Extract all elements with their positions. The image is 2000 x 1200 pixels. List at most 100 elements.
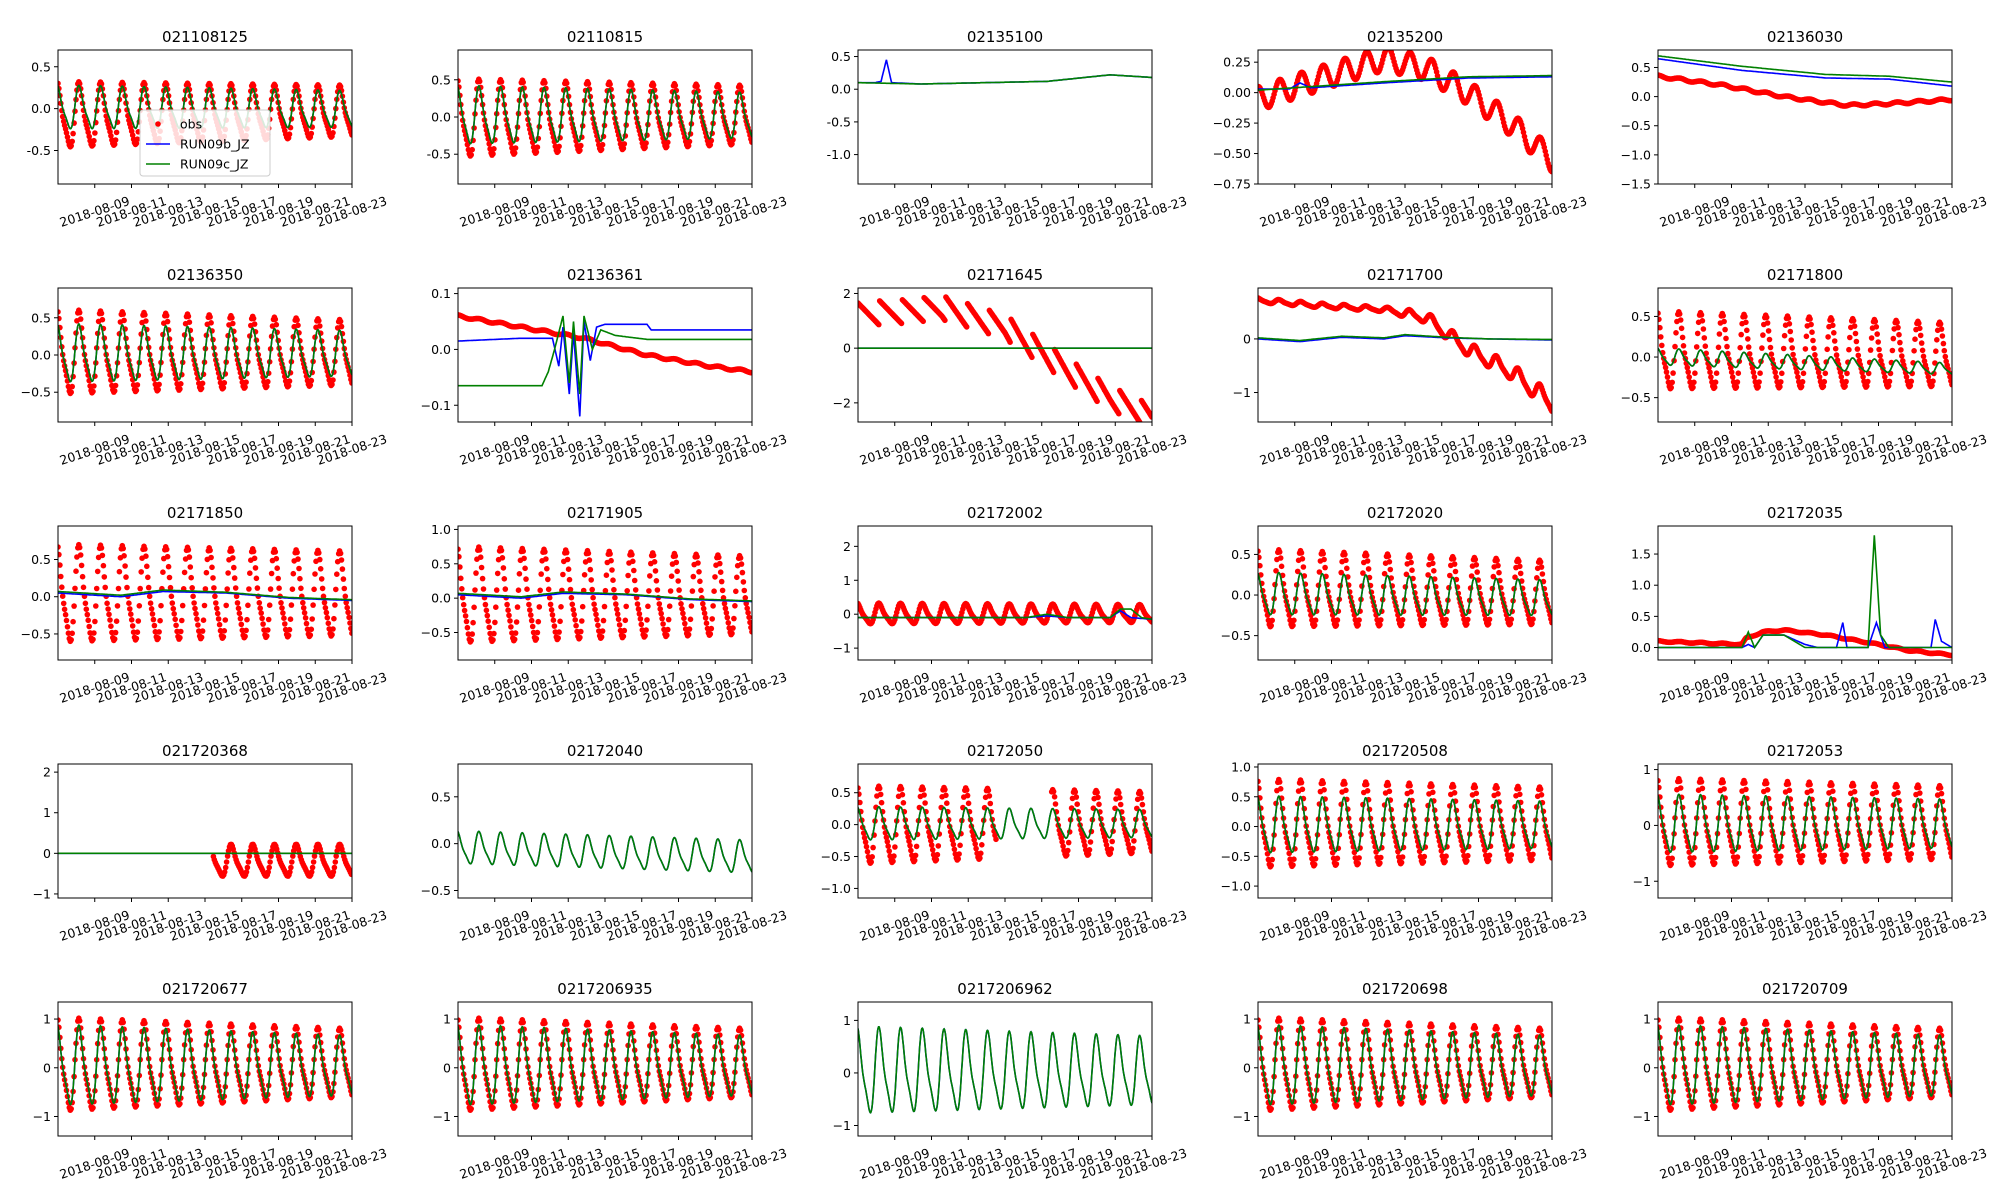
obs-point bbox=[716, 83, 722, 90]
obs-point bbox=[82, 600, 89, 607]
obs-point bbox=[76, 544, 83, 551]
obs-point bbox=[598, 634, 605, 640]
obs-point bbox=[309, 616, 316, 622]
obs-point bbox=[657, 606, 663, 612]
axes-frame bbox=[1257, 287, 1553, 423]
run09c-line bbox=[1258, 571, 1552, 617]
obs-point bbox=[1334, 617, 1341, 623]
obs-point bbox=[1934, 337, 1940, 343]
obs-point bbox=[672, 82, 679, 89]
obs-point bbox=[514, 604, 521, 610]
obs-point bbox=[232, 585, 239, 591]
plot-area bbox=[1258, 295, 1552, 414]
obs-point bbox=[257, 605, 264, 611]
obs-point bbox=[213, 600, 219, 606]
obs-point bbox=[1889, 347, 1896, 354]
obs-point bbox=[478, 564, 485, 571]
run09c-line bbox=[1658, 347, 1952, 375]
y-tick-label: −0.25 bbox=[1213, 116, 1251, 131]
obs-point bbox=[265, 869, 272, 875]
obs-point bbox=[307, 632, 314, 638]
obs-point bbox=[1755, 384, 1761, 390]
obs-point bbox=[1278, 563, 1285, 570]
obs-point bbox=[570, 606, 577, 613]
obs-point bbox=[155, 386, 161, 393]
obs-point bbox=[1258, 548, 1261, 554]
obs-point bbox=[221, 869, 228, 875]
obs-point bbox=[1708, 374, 1714, 380]
obs-point bbox=[1338, 569, 1344, 576]
panel-title: 021108125 bbox=[162, 28, 248, 46]
obs-point bbox=[91, 137, 97, 144]
x-tick-label: 2018-08-23 bbox=[715, 193, 789, 230]
obs-point bbox=[316, 550, 322, 556]
obs-point bbox=[318, 576, 325, 582]
obs-point bbox=[126, 600, 132, 606]
obs-point bbox=[546, 594, 553, 601]
obs-point bbox=[722, 605, 729, 612]
y-tick-label: 2 bbox=[43, 765, 51, 780]
obs-point bbox=[234, 600, 241, 606]
obs-point bbox=[651, 559, 658, 565]
y-tick-label: 0.0 bbox=[1231, 588, 1251, 603]
y-tick-label: 0.00 bbox=[1223, 85, 1251, 100]
obs-point bbox=[58, 573, 64, 580]
obs-point bbox=[620, 633, 627, 640]
y-tick-label: 0 bbox=[43, 846, 51, 861]
obs-point bbox=[64, 134, 71, 140]
obs-point bbox=[707, 631, 714, 637]
obs-point bbox=[127, 606, 133, 612]
obs-point bbox=[1407, 554, 1413, 560]
plot-area bbox=[1258, 50, 1552, 175]
obs-point bbox=[721, 600, 728, 607]
obs-point bbox=[76, 309, 83, 316]
obs-point bbox=[331, 615, 337, 622]
obs-point bbox=[69, 630, 75, 637]
obs-point bbox=[79, 573, 86, 580]
panel-title: 02136350 bbox=[167, 266, 243, 284]
obs-point bbox=[157, 617, 163, 624]
obs-point bbox=[675, 578, 681, 584]
obs-point bbox=[334, 571, 340, 577]
obs-point bbox=[170, 605, 177, 612]
axes-frame bbox=[57, 287, 353, 423]
obs-point bbox=[275, 575, 282, 582]
obs-point bbox=[70, 618, 76, 625]
obs-point bbox=[1408, 559, 1414, 566]
y-tick-label: −1.5 bbox=[1621, 177, 1651, 192]
obs-point bbox=[86, 133, 92, 140]
obs-point bbox=[471, 604, 477, 611]
obs-point bbox=[462, 613, 469, 619]
obs-point bbox=[598, 146, 605, 153]
obs-point bbox=[173, 622, 179, 629]
y-tick-label: 0.0 bbox=[1631, 350, 1651, 365]
obs-point bbox=[1707, 369, 1713, 376]
axes-frame bbox=[857, 287, 1153, 423]
obs-point bbox=[285, 383, 292, 389]
obs-point bbox=[537, 587, 543, 594]
obs-point bbox=[224, 853, 231, 859]
obs-point bbox=[242, 633, 248, 640]
obs-point bbox=[1778, 379, 1784, 385]
y-tick-label: −1 bbox=[33, 886, 51, 901]
obs-point bbox=[172, 616, 178, 623]
obs-point bbox=[349, 380, 352, 386]
obs-point bbox=[511, 636, 518, 643]
y-tick-label: -0.5 bbox=[27, 143, 51, 158]
obs-point bbox=[281, 615, 287, 621]
obs-point bbox=[1781, 332, 1788, 339]
obs-point bbox=[737, 555, 744, 561]
plot-area bbox=[1658, 309, 1952, 392]
panel-title: 02110815 bbox=[567, 28, 643, 46]
obs-point bbox=[1919, 347, 1926, 354]
obs-point bbox=[208, 554, 214, 561]
obs-point bbox=[280, 610, 286, 616]
obs-point bbox=[505, 607, 511, 613]
obs-point bbox=[484, 612, 491, 619]
obs-point bbox=[1932, 360, 1938, 366]
obs-point bbox=[332, 602, 338, 608]
panel-02172035: 021720351.51.00.50.02018-08-092018-08-11… bbox=[1631, 504, 1989, 706]
obs-point bbox=[273, 555, 280, 562]
obs-point bbox=[177, 634, 183, 641]
obs-point bbox=[1898, 347, 1904, 353]
